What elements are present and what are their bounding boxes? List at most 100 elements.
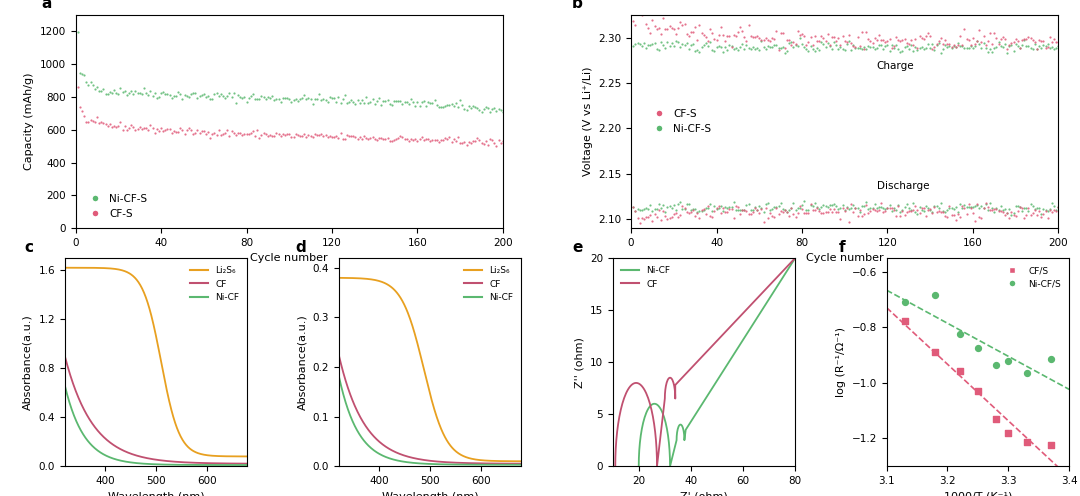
Point (135, 124, 152, 132)
Point (716, 208, 733, 216)
Point (915, 207, 932, 215)
Point (110, 90, 127, 98)
Point (770, 202, 787, 210)
Point (370, 94, 388, 102)
Point (759, 199, 777, 207)
Point (139, 91, 157, 99)
Point (174, 95, 191, 103)
Point (853, 202, 870, 210)
Point (191, 92, 208, 100)
Point (796, 32, 813, 40)
Point (114, 88, 132, 96)
Point (1002, 41, 1020, 49)
Point (281, 130, 298, 138)
Point (403, 95, 420, 103)
Point (1024, 209, 1041, 217)
X-axis label: Cycle number: Cycle number (251, 253, 328, 263)
Point (999, 209, 1016, 217)
Point (886, 204, 903, 212)
Point (823, 208, 840, 216)
Point (458, 106, 475, 114)
Point (683, 28, 700, 36)
Point (735, 45, 753, 53)
Point (475, 106, 492, 114)
Point (712, 209, 729, 217)
Point (967, 217, 984, 225)
Point (631, 40, 648, 48)
Point (648, 25, 665, 33)
Point (919, 203, 936, 211)
Point (1026, 38, 1043, 46)
Point (787, 41, 805, 49)
Point (921, 205, 939, 213)
Point (977, 200, 995, 208)
Point (845, 41, 862, 49)
Point (936, 212, 954, 220)
Point (816, 37, 834, 45)
Point (349, 96, 366, 104)
Point (832, 42, 849, 50)
Point (915, 36, 932, 44)
Point (836, 47, 853, 55)
Point (1026, 205, 1043, 213)
Point (76, 71, 93, 79)
Point (1039, 214, 1056, 222)
Point (419, 135, 436, 143)
Point (964, 34, 982, 42)
Point (960, 203, 977, 211)
Point (334, 135, 351, 143)
Point (789, 42, 807, 50)
Point (665, 210, 683, 218)
Point (1050, 203, 1067, 211)
Point (892, 37, 909, 45)
Point (806, 47, 823, 55)
Point (170, 88, 187, 96)
Point (727, 44, 744, 52)
Point (211, 93, 228, 101)
Point (473, 139, 490, 147)
Point (180, 93, 198, 101)
Point (868, 207, 886, 215)
Point (903, 41, 920, 49)
Point (246, 95, 264, 103)
Point (1030, 204, 1048, 212)
Point (1018, 438, 1036, 446)
Point (785, 199, 802, 207)
Point (988, 43, 1005, 51)
Point (292, 132, 309, 140)
Point (951, 42, 969, 50)
Point (401, 100, 418, 108)
Point (409, 137, 427, 145)
Point (381, 101, 399, 109)
Point (276, 94, 294, 102)
Point (997, 211, 1014, 219)
Point (321, 132, 338, 140)
Point (829, 34, 847, 42)
Point (445, 102, 462, 110)
Point (305, 132, 322, 140)
Point (1024, 45, 1041, 53)
Point (490, 136, 508, 144)
Point (720, 203, 738, 211)
Point (781, 39, 798, 47)
Point (126, 87, 144, 95)
Point (700, 202, 717, 210)
Point (873, 41, 890, 49)
Point (1037, 207, 1054, 215)
Point (289, 97, 307, 105)
Point (102, 88, 119, 96)
Point (255, 93, 272, 101)
Point (1022, 211, 1039, 219)
Point (926, 202, 943, 210)
Point (868, 36, 886, 44)
Point (956, 204, 973, 212)
Point (707, 36, 725, 44)
Point (294, 94, 311, 102)
Point (650, 46, 667, 54)
Point (454, 101, 471, 109)
Point (704, 207, 721, 215)
Point (973, 214, 990, 222)
Point (689, 46, 706, 54)
Point (751, 46, 768, 54)
Point (360, 99, 377, 107)
